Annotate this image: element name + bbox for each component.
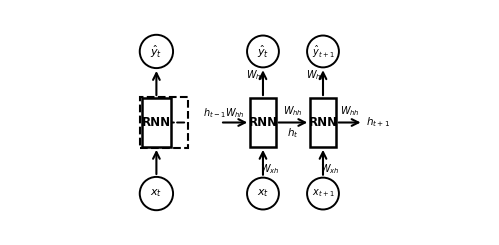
Circle shape (247, 36, 279, 67)
Text: $\hat{y}_t$: $\hat{y}_t$ (150, 43, 163, 60)
Circle shape (307, 36, 339, 67)
Circle shape (140, 177, 173, 210)
Text: $W_{hh}$: $W_{hh}$ (225, 106, 245, 120)
Bar (310, 98, 336, 147)
Text: $h_{t-1}$: $h_{t-1}$ (203, 106, 226, 120)
Text: $x_t$: $x_t$ (257, 188, 269, 199)
Text: $W_{hh}$: $W_{hh}$ (283, 105, 303, 118)
Circle shape (247, 178, 279, 209)
Bar (250, 98, 276, 147)
Text: $x_t$: $x_t$ (150, 188, 163, 199)
Bar (142, 98, 171, 147)
Text: $W_{hy}$: $W_{hy}$ (246, 69, 266, 83)
Circle shape (140, 35, 173, 68)
Text: $W_{hh}$: $W_{hh}$ (340, 105, 360, 118)
Text: $\hat{y}_t$: $\hat{y}_t$ (257, 43, 269, 60)
Text: RNN: RNN (249, 116, 277, 129)
Bar (141, 97, 188, 148)
Text: $h_{t+1}$: $h_{t+1}$ (366, 116, 390, 129)
Text: RNN: RNN (308, 116, 337, 129)
Text: $W_{xh}$: $W_{xh}$ (260, 162, 279, 176)
Text: $W_{xh}$: $W_{xh}$ (320, 162, 340, 176)
Circle shape (307, 178, 339, 209)
Text: $h_t$: $h_t$ (287, 127, 299, 140)
Text: $x_{t+1}$: $x_{t+1}$ (312, 188, 334, 199)
Text: RNN: RNN (142, 116, 171, 129)
Text: $W_{hy}$: $W_{hy}$ (306, 69, 326, 83)
Text: $\hat{y}_{t+1}$: $\hat{y}_{t+1}$ (311, 43, 334, 60)
